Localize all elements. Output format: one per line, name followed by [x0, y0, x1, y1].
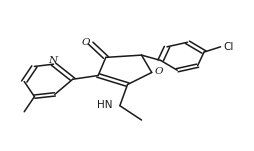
Text: O: O — [154, 67, 163, 76]
Text: HN: HN — [96, 100, 112, 110]
Text: Cl: Cl — [223, 42, 233, 51]
Text: O: O — [81, 38, 90, 47]
Text: N: N — [47, 56, 57, 65]
